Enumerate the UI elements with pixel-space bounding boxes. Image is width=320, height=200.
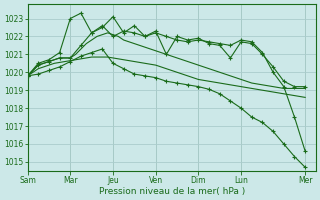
X-axis label: Pression niveau de la mer( hPa ): Pression niveau de la mer( hPa ) — [99, 187, 245, 196]
